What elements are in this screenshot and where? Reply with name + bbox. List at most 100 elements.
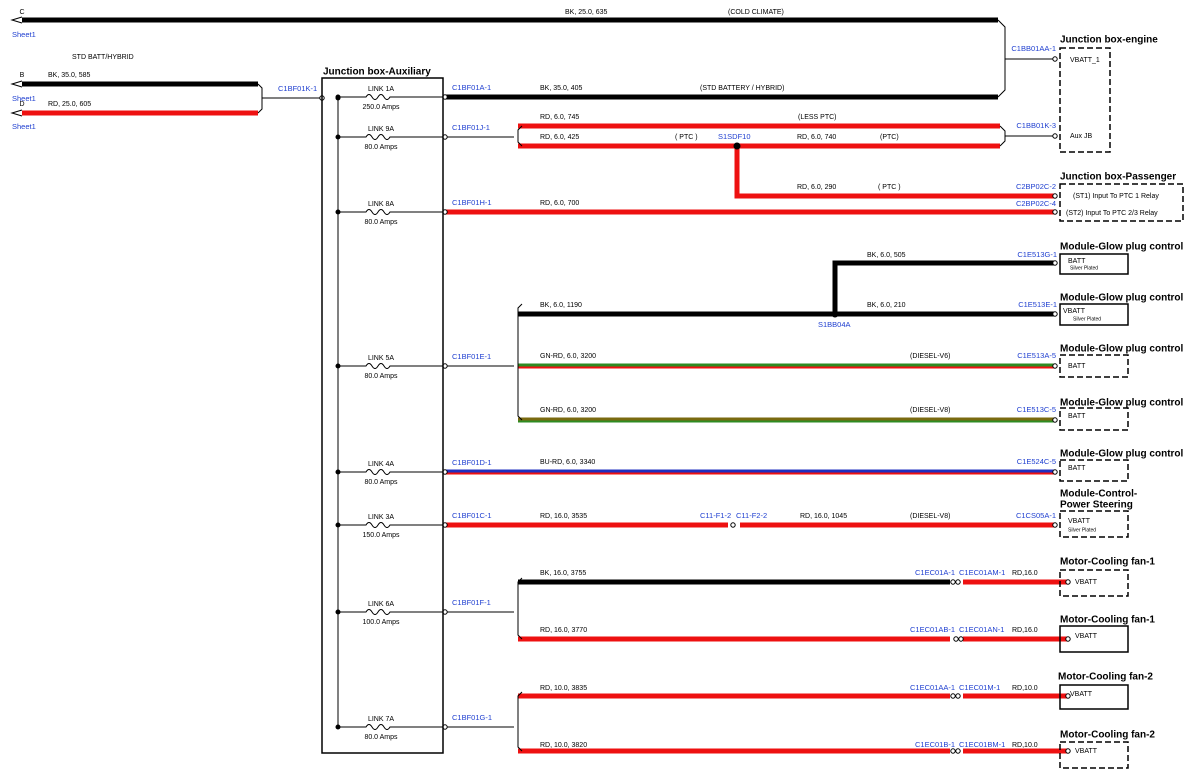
wire-label: RD, 16.0, 1045 xyxy=(800,513,847,520)
connector-label: C1BF01E-1 xyxy=(452,352,491,361)
bus-dot xyxy=(335,134,341,140)
link-rating: 80.0 Amps xyxy=(364,219,398,226)
component-title: Junction box-engine xyxy=(1060,35,1158,46)
pin-label: VBATT xyxy=(1075,579,1098,586)
wire-label: ( PTC ) xyxy=(878,184,901,191)
wire-label: RD,16.0 xyxy=(1012,627,1038,634)
fuse-link xyxy=(338,724,445,730)
bus-dot xyxy=(335,209,341,215)
bus-dot xyxy=(335,94,341,100)
wire-label: RD, 16.0, 3535 xyxy=(540,513,587,520)
component-title: Motor-Cooling fan-2 xyxy=(1058,672,1153,683)
wire-label: RD, 16.0, 3770 xyxy=(540,627,587,634)
terminal xyxy=(1052,209,1058,215)
connector-label: C1CS05A-1 xyxy=(1016,511,1056,520)
wire xyxy=(832,260,1055,314)
splice-label: S1SDF10 xyxy=(718,132,751,141)
link-rating: 80.0 Amps xyxy=(364,479,398,486)
terminal xyxy=(950,579,956,585)
wire-label: RD, 6.0, 745 xyxy=(540,114,579,121)
wire-label: BK, 6.0, 210 xyxy=(867,302,906,309)
connector-label: C1BF01D-1 xyxy=(452,458,492,467)
connection-line xyxy=(999,125,1006,147)
component-box xyxy=(1059,183,1184,222)
sheet-ref: Sheet1 xyxy=(12,30,36,39)
connector-label: C1BF01J-1 xyxy=(452,123,490,132)
connector-label: C11-F1-2 xyxy=(700,511,731,520)
connector-label: C1E513C-5 xyxy=(1017,405,1056,414)
terminal xyxy=(1052,260,1058,266)
terminal xyxy=(1052,56,1058,62)
fuse-link xyxy=(338,134,445,140)
wire-label: GN-RD, 6.0, 3200 xyxy=(540,353,596,360)
component-box xyxy=(1059,459,1129,482)
component-title: Module-Glow plug control xyxy=(1060,242,1184,253)
link-name: LINK 1A xyxy=(368,86,394,93)
connector-label: C1BF01C-1 xyxy=(452,511,492,520)
bus-dot xyxy=(335,469,341,475)
pin-label: Silver Plated xyxy=(1068,527,1096,533)
splice-label: S1BB04A xyxy=(818,320,851,329)
off-page-arrow xyxy=(10,16,23,24)
terminal xyxy=(958,636,964,642)
pin-label: BATT xyxy=(1068,465,1086,472)
sheet-letter: B xyxy=(20,72,25,79)
connection-line xyxy=(517,125,523,147)
component-box xyxy=(1059,510,1129,538)
terminal xyxy=(1065,748,1071,754)
connector-label: C1EC01AA-1 xyxy=(910,683,955,692)
wire-label: BU-RD, 6.0, 3340 xyxy=(540,459,595,466)
connector-label: C1E513G-1 xyxy=(1017,250,1057,259)
wire-label: RD,10.0 xyxy=(1012,742,1038,749)
wire-label: BK, 35.0, 585 xyxy=(48,72,91,79)
wire-label: (LESS PTC) xyxy=(798,114,837,121)
wire-label: RD,16.0 xyxy=(1012,570,1038,577)
labels: LINK 1A 250.0 Amps C1BF01A-1 LINK 9A 80.0 Am… xyxy=(12,9,1184,769)
pin-label: VBATT xyxy=(1075,748,1098,755)
fuse-link xyxy=(338,522,445,528)
component-box xyxy=(1059,569,1129,597)
link-name: LINK 9A xyxy=(368,126,394,133)
component-title: Module-Control- xyxy=(1060,489,1137,500)
fuse-link xyxy=(338,94,445,100)
connector-label: C1E513A-5 xyxy=(1017,351,1056,360)
pin-label: BATT xyxy=(1068,363,1086,370)
terminal xyxy=(1052,417,1058,423)
terminal xyxy=(1052,363,1058,369)
pin-label: VBATT xyxy=(1063,308,1086,315)
pin-label: VBATT xyxy=(1068,518,1091,525)
terminal xyxy=(1052,311,1058,317)
pin-label: VBATT_1 xyxy=(1070,57,1100,64)
terminal xyxy=(1065,636,1071,642)
terminal xyxy=(950,748,956,754)
off-page-arrow xyxy=(10,109,23,117)
wire-label: (DIESEL-V8) xyxy=(910,513,950,520)
connector-label: C1BF01A-1 xyxy=(452,83,491,92)
link-name: LINK 5A xyxy=(368,355,394,362)
connector-label: C1BB01AA-1 xyxy=(1011,44,1056,53)
wire-label: BK, 6.0, 505 xyxy=(867,252,906,259)
connector-label: C1EC01AN-1 xyxy=(959,625,1004,634)
connector-label: C1EC01B-1 xyxy=(915,740,955,749)
connector-label: C11-F2-2 xyxy=(736,511,767,520)
pin-label: (ST1) Input To PTC 1 Relay xyxy=(1073,193,1159,200)
component-box xyxy=(1059,253,1129,275)
fuse-link xyxy=(338,363,445,369)
connection-line xyxy=(257,83,263,114)
junction-box-frame xyxy=(321,77,444,754)
connector-label: C1EC01AB-1 xyxy=(910,625,955,634)
wire-label: BK, 6.0, 1190 xyxy=(540,302,582,309)
note: STD BATT/HYBRID xyxy=(72,54,134,61)
wire-label: (COLD CLIMATE) xyxy=(728,9,784,16)
component-title: Motor-Cooling fan-1 xyxy=(1060,557,1155,568)
wire-label: (STD BATTERY / HYBRID) xyxy=(700,85,784,92)
link-rating: 250.0 Amps xyxy=(363,104,400,111)
connector-label: C1E524C-5 xyxy=(1017,457,1056,466)
link-name: LINK 8A xyxy=(368,201,394,208)
junction-box-title: Junction box-Auxiliary xyxy=(323,67,431,78)
link-rating: 150.0 Amps xyxy=(363,532,400,539)
pin-label: Silver Plated xyxy=(1070,265,1098,271)
component-box xyxy=(1059,625,1129,653)
terminal xyxy=(1065,579,1071,585)
